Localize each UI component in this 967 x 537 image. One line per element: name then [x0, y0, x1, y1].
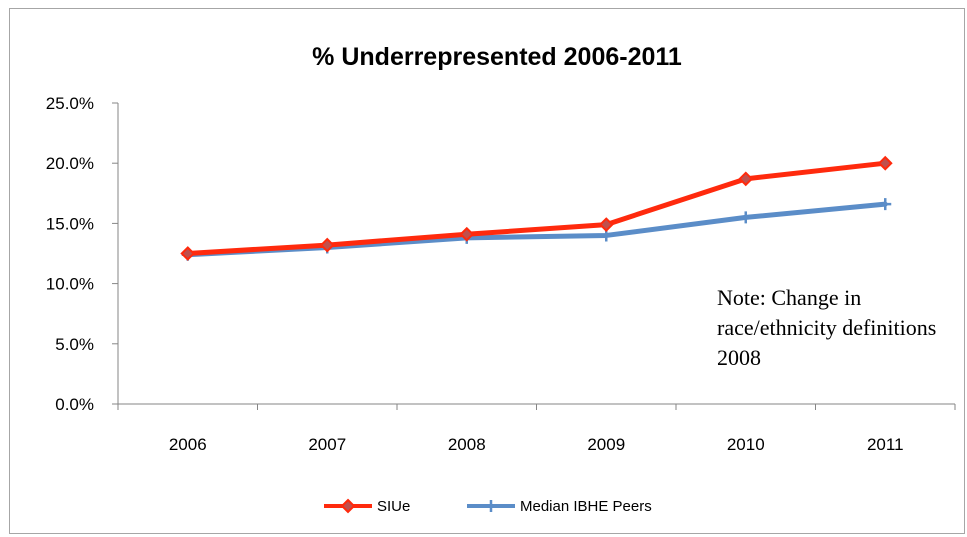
x-tick-label: 2010 [727, 435, 765, 454]
data-point-siue [598, 217, 614, 233]
y-tick-label: 10.0% [46, 275, 94, 294]
y-tick-label: 0.0% [55, 395, 94, 414]
x-tick-label: 2007 [308, 435, 346, 454]
legend-label-median-ibhe-peers: Median IBHE Peers [520, 498, 652, 515]
y-tick-label: 20.0% [46, 154, 94, 173]
chart-title: % Underrepresented 2006-2011 [312, 43, 682, 71]
data-point-median-ibhe-peers [879, 198, 892, 211]
legend-marker-siue [340, 498, 356, 514]
y-tick-label: 5.0% [55, 335, 94, 354]
y-tick-label: 25.0% [46, 94, 94, 113]
x-tick-label: 2009 [587, 435, 625, 454]
data-point-siue [738, 171, 754, 187]
data-point-siue [319, 237, 335, 253]
series-line-siue [185, 160, 888, 256]
legend-label-siue: SIUe [377, 498, 410, 515]
series-layer [180, 155, 893, 261]
data-point-siue [459, 226, 475, 242]
data-point-siue [877, 155, 893, 171]
series-siue [180, 155, 893, 261]
legend: SIUe Median IBHE Peers [324, 498, 652, 515]
y-tick-label: 15.0% [46, 214, 94, 233]
legend-marker-median-ibhe-peers [485, 500, 497, 512]
data-point-siue [180, 246, 196, 261]
data-point-median-ibhe-peers [739, 211, 752, 224]
chart-frame [9, 8, 965, 534]
chart-annotation: Note: Change in race/ethnicity definitio… [717, 285, 937, 370]
x-tick-label: 2008 [448, 435, 486, 454]
x-tick-label: 2011 [867, 435, 904, 454]
x-tick-label: 2006 [169, 435, 207, 454]
y-axis: 0.0% 5.0% 10.0% 15.0% 20.0% 25.0% [46, 94, 119, 414]
x-axis: 2006 2007 2008 2009 2010 2011 [117, 403, 956, 454]
